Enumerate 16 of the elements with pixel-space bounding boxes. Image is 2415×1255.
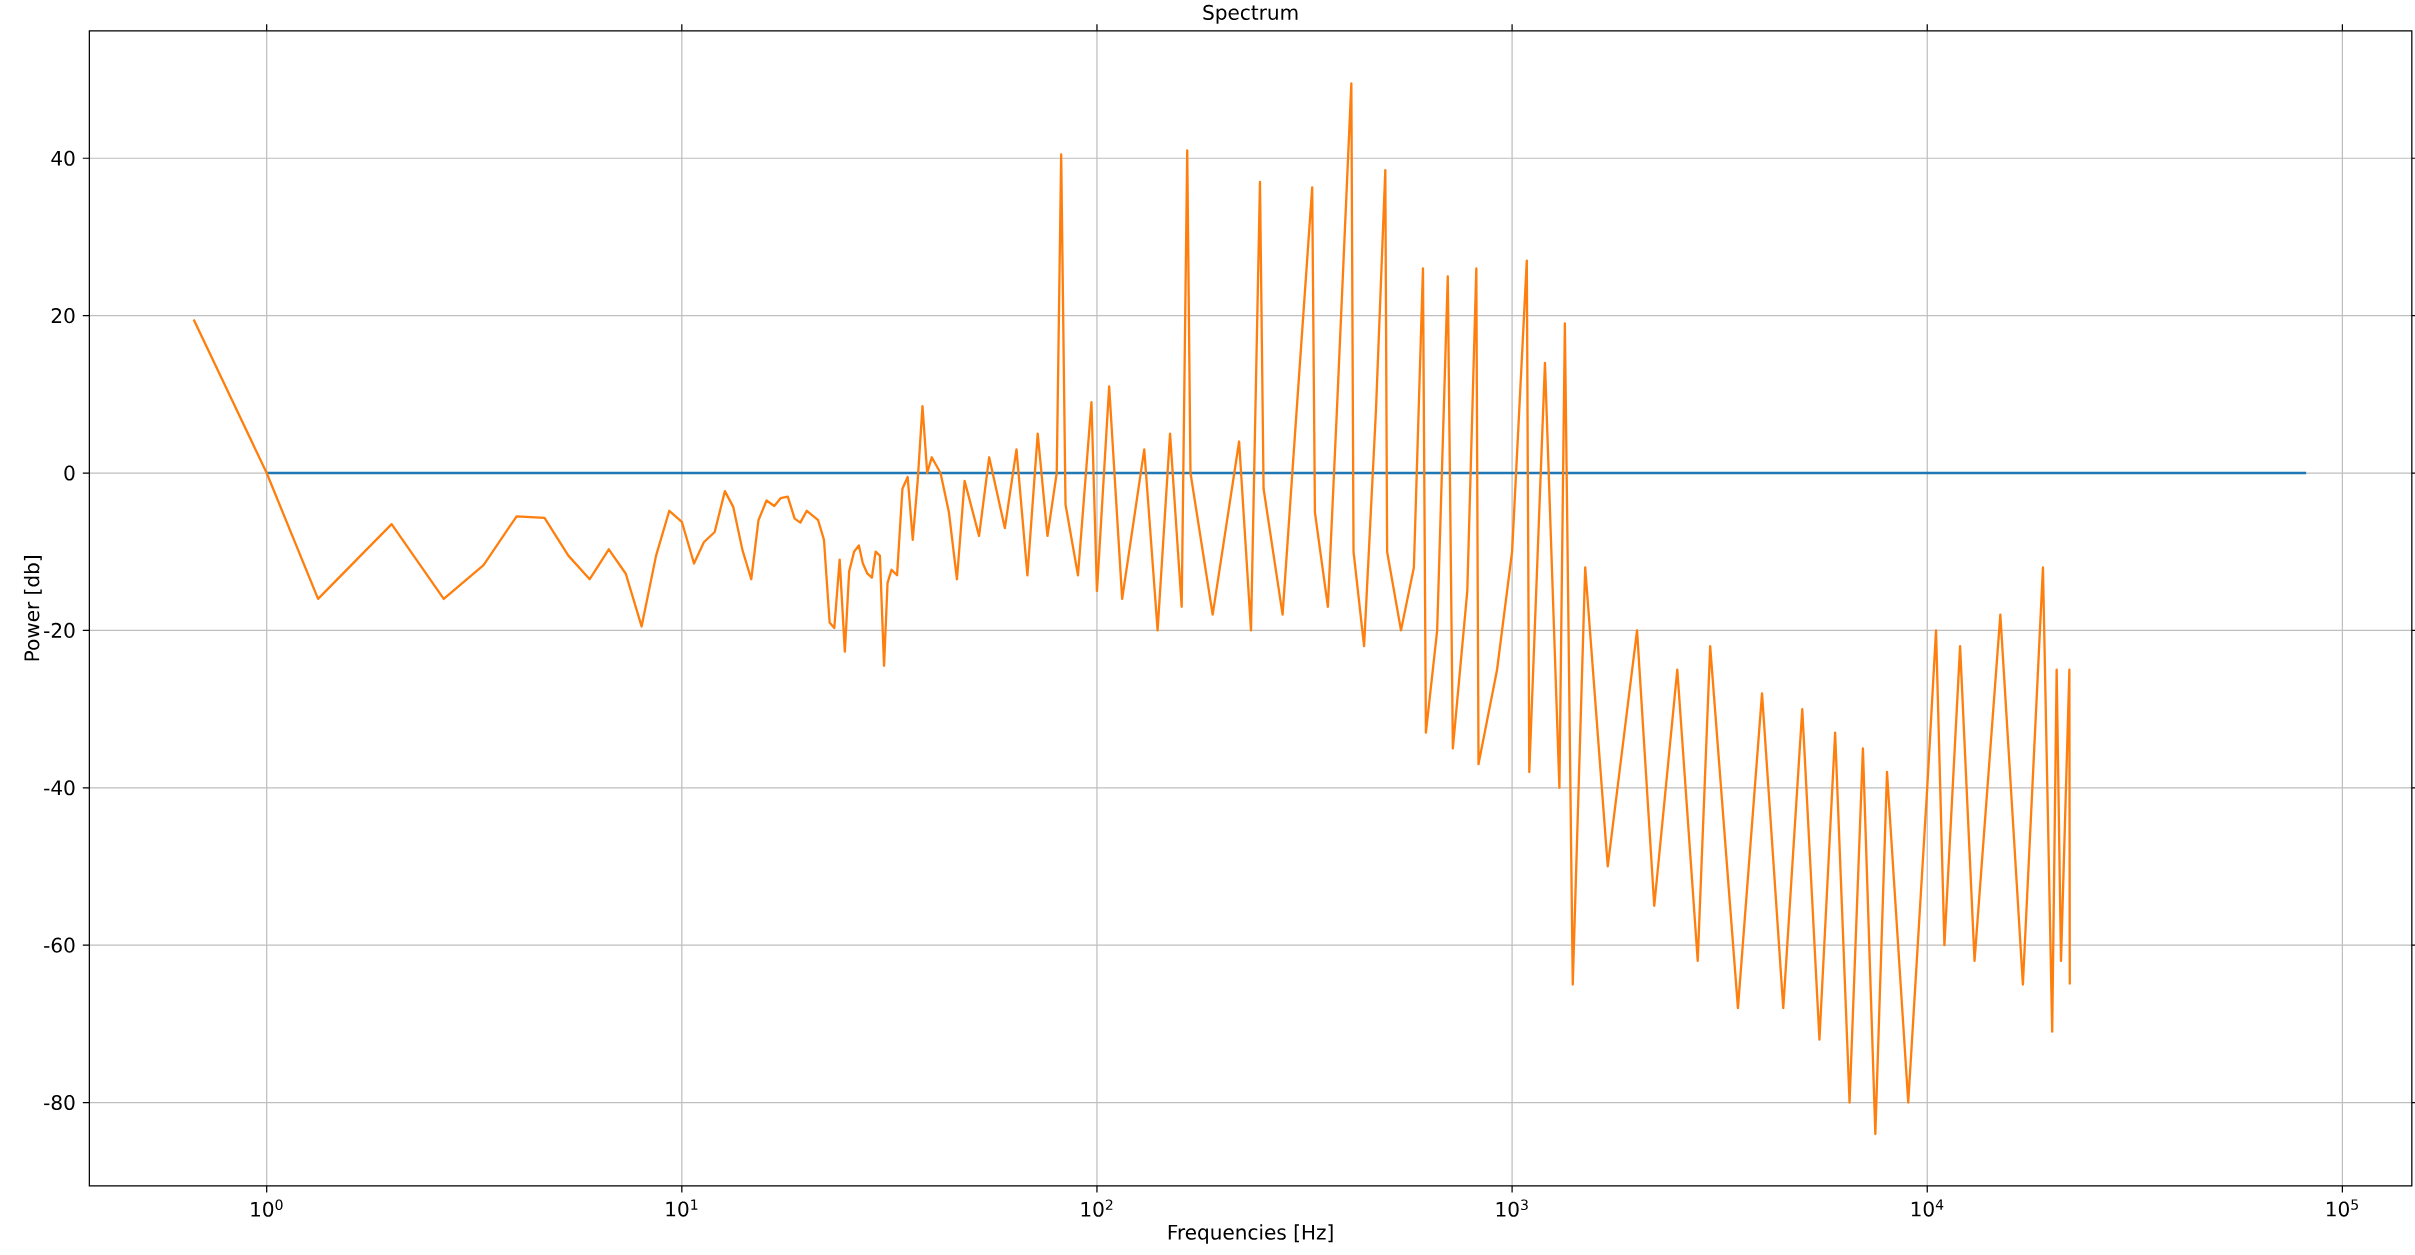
x-tick-label: 10$^{1}$ bbox=[666, 1199, 698, 1217]
x-tick-label: 10$^{4}$ bbox=[1911, 1199, 1944, 1217]
y-tick-label: -60 bbox=[44, 937, 75, 953]
y-tick-label: 0 bbox=[64, 465, 75, 481]
y-tick-label: 20 bbox=[51, 307, 75, 324]
x-tick-label: 10$^{2}$ bbox=[1081, 1199, 1113, 1217]
x-tick-label: 10$^{5}$ bbox=[2326, 1199, 2358, 1217]
chart-title: Spectrum bbox=[1203, 4, 1298, 24]
y-tick-label: 40 bbox=[51, 150, 75, 166]
y-tick-label: -80 bbox=[44, 1094, 75, 1110]
x-axis-title: Frequencies [Hz] bbox=[1168, 1224, 1333, 1244]
y-tick-label: -40 bbox=[44, 780, 75, 796]
x-tick-label: 10$^{3}$ bbox=[1496, 1199, 1528, 1217]
x-tick-label: 10$^{0}$ bbox=[251, 1199, 283, 1217]
y-tick-label: -20 bbox=[44, 622, 75, 638]
y-axis-title: Power [db] bbox=[23, 556, 42, 661]
